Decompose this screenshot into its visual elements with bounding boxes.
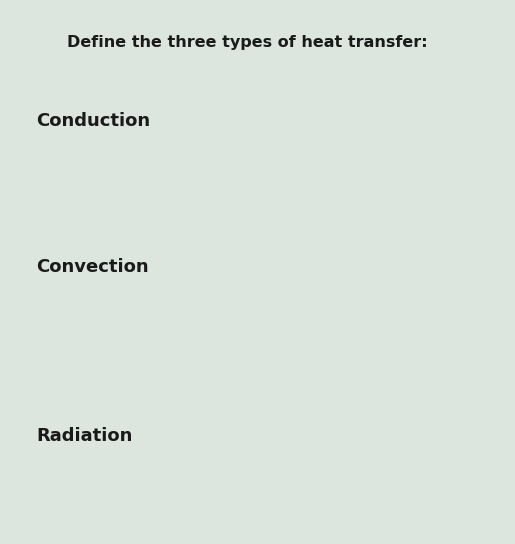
Text: Define the three types of heat transfer:: Define the three types of heat transfer: xyxy=(67,35,427,51)
Text: Convection: Convection xyxy=(36,258,149,276)
Text: Radiation: Radiation xyxy=(36,427,132,445)
Text: Conduction: Conduction xyxy=(36,112,150,129)
